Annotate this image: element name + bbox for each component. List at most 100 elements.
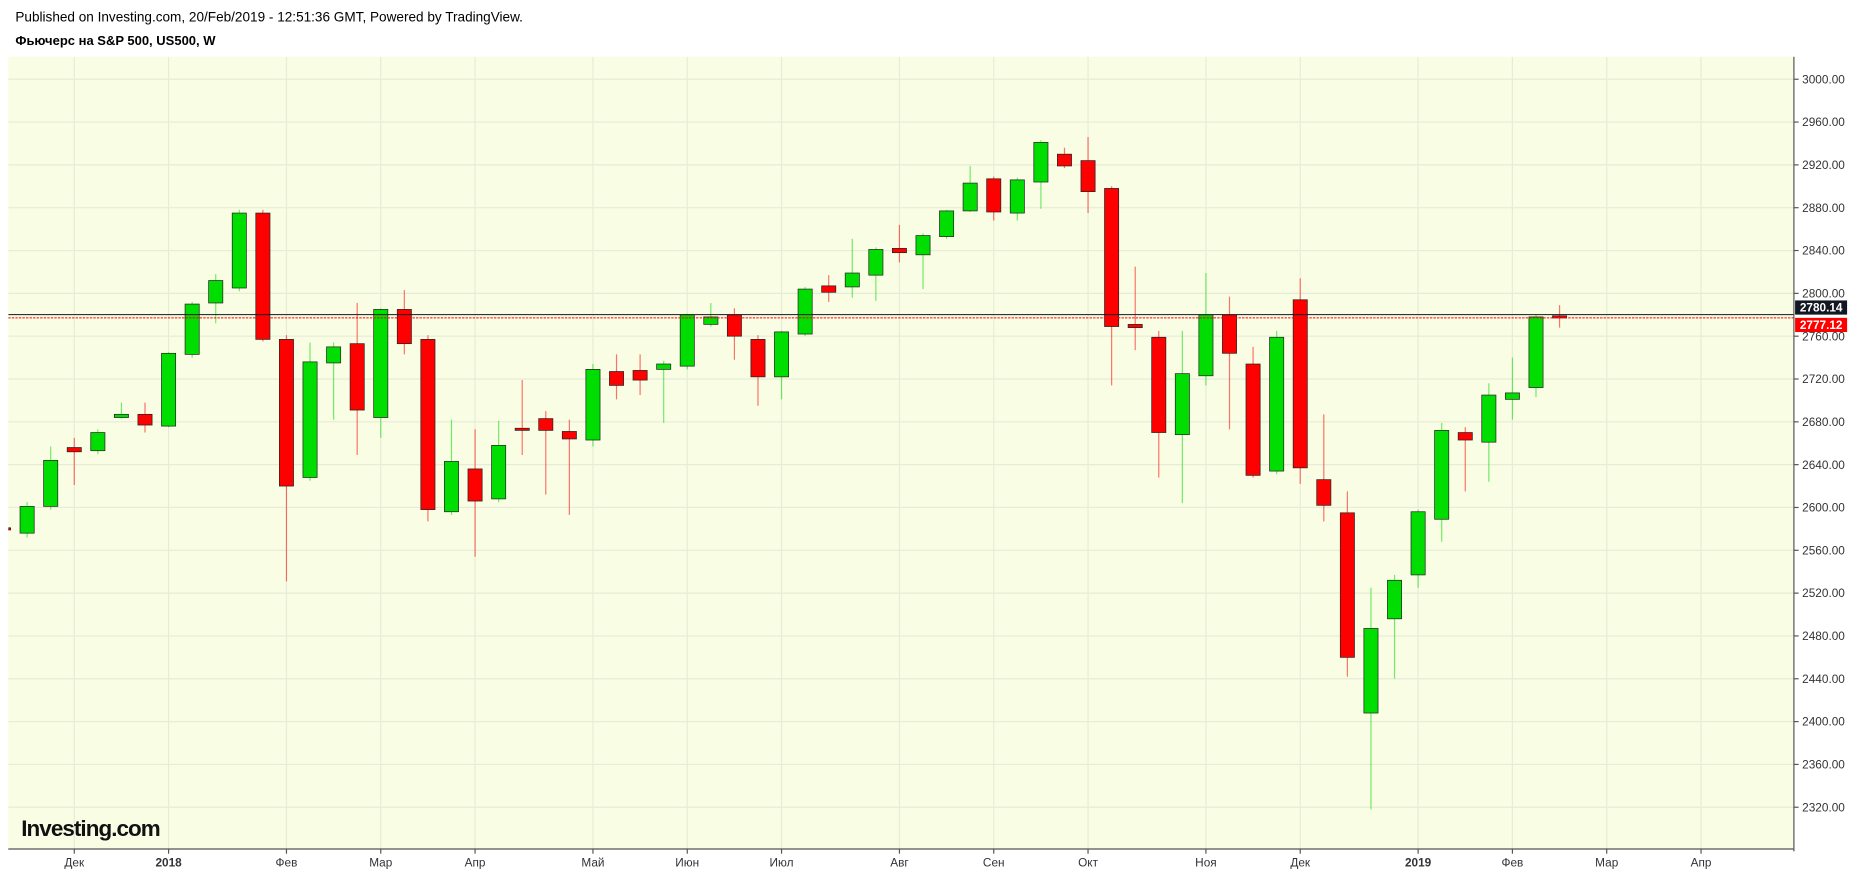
candle-body — [1174, 373, 1190, 436]
y-tick-label: 2640.00 — [1802, 458, 1845, 472]
candle-body — [396, 309, 412, 345]
candle-body — [491, 445, 507, 500]
candle-body — [561, 431, 577, 440]
candle-body — [43, 460, 59, 507]
candle-body — [161, 352, 177, 427]
y-tick-label: 2440.00 — [1802, 672, 1845, 686]
y-tick-label: 2880.00 — [1802, 201, 1845, 215]
candle-body — [679, 314, 695, 367]
x-tick-label: Июн — [675, 856, 699, 870]
y-tick-label: 2840.00 — [1802, 244, 1845, 258]
candle-body — [1151, 336, 1167, 433]
x-tick-label: Май — [581, 856, 604, 870]
candle-body — [891, 248, 907, 254]
candle-body — [19, 506, 35, 534]
candle-body — [1245, 363, 1261, 476]
candle-body — [8, 527, 11, 531]
y-tick-label: 2480.00 — [1802, 629, 1845, 643]
candle-body — [962, 182, 978, 212]
candle-body — [1080, 160, 1096, 193]
candle-body — [1127, 324, 1143, 328]
x-tick-label: Дек — [1290, 856, 1311, 870]
candle-body — [703, 316, 719, 325]
candle-body — [1292, 299, 1308, 469]
y-tick-label: 2960.00 — [1802, 115, 1845, 129]
candles — [8, 137, 1794, 810]
x-tick-label: Авг — [890, 856, 908, 870]
candle-body — [1104, 188, 1120, 327]
candle-body — [184, 303, 200, 355]
candle-body — [844, 272, 860, 288]
x-tick-label: Дек — [64, 856, 85, 870]
y-tick-label: 2920.00 — [1802, 158, 1845, 172]
candle-body — [349, 343, 365, 411]
candle-body — [986, 178, 1002, 213]
candle-body — [514, 427, 530, 431]
x-tick-label: Июл — [770, 856, 794, 870]
y-tick-label: 2720.00 — [1802, 372, 1845, 386]
candle-body — [609, 371, 624, 386]
candle-body — [1057, 153, 1072, 167]
candle-body — [1198, 314, 1214, 377]
y-tick-label: 2520.00 — [1802, 586, 1845, 600]
candle-body — [939, 210, 955, 237]
candle-body — [868, 249, 884, 276]
candle-body — [1528, 316, 1544, 388]
candle-body — [1339, 512, 1355, 658]
candle-body — [137, 413, 153, 426]
candle-body — [326, 346, 342, 364]
candle-body — [90, 432, 106, 452]
y-tick-label: 2360.00 — [1802, 758, 1845, 772]
y-tick-label: 2680.00 — [1802, 415, 1845, 429]
candle-body — [821, 285, 837, 293]
y-tick-label: 2560.00 — [1802, 543, 1845, 557]
x-tick-label: Апр — [1691, 856, 1712, 870]
candle-body — [915, 235, 931, 256]
candle-body — [113, 413, 129, 418]
candle-body — [538, 418, 554, 431]
logo: Investing.com — [21, 816, 160, 841]
price-label: 2780.14 — [1800, 301, 1843, 315]
published-note: Published on Investing.com, 20/Feb/2019 … — [15, 9, 523, 24]
candle-body — [1269, 336, 1285, 472]
candle-body — [420, 339, 436, 510]
candle-body — [585, 369, 601, 441]
candle-body — [632, 370, 648, 381]
candle-body — [255, 212, 271, 340]
y-tick-label: 2800.00 — [1802, 286, 1845, 300]
x-tick-label: Фев — [1502, 856, 1524, 870]
candle-body — [1222, 314, 1237, 354]
y-tick-label: 2320.00 — [1802, 800, 1845, 814]
candle-body — [66, 447, 82, 453]
x-tick-label: Мар — [1595, 856, 1619, 870]
candle-body — [1410, 511, 1426, 576]
candle-body — [797, 288, 813, 335]
price-label-box — [1795, 300, 1848, 315]
candle-body — [231, 212, 247, 289]
candle-body — [1316, 479, 1332, 506]
y-tick-label: 2400.00 — [1802, 715, 1845, 729]
candle-body — [1481, 394, 1497, 443]
axes: 2320.00 2360.00 2400.00 2440.00 2480.00 2520.… — [64, 72, 1848, 870]
candle-body — [656, 363, 672, 370]
candle-body — [774, 331, 790, 378]
x-tick-label: Фев — [276, 856, 298, 870]
candle-body — [1387, 579, 1402, 620]
x-tick-label: Ноя — [1195, 856, 1216, 870]
y-tick-label: 2600.00 — [1802, 501, 1845, 515]
x-tick-label: Апр — [465, 856, 486, 870]
candle-body — [1457, 432, 1473, 441]
x-tick-label: Окт — [1078, 856, 1098, 870]
x-tick-label: 2019 — [1405, 856, 1432, 870]
y-tick-label: 2760.00 — [1802, 329, 1845, 343]
x-tick-label: Мар — [369, 856, 393, 870]
price-label: 2777.12 — [1800, 318, 1843, 332]
plot-area — [8, 56, 1794, 849]
candle-body — [444, 461, 459, 513]
candle-body — [750, 339, 766, 378]
candle-body — [1033, 142, 1049, 183]
candle-body — [1434, 430, 1450, 520]
candle-body — [1504, 392, 1520, 400]
